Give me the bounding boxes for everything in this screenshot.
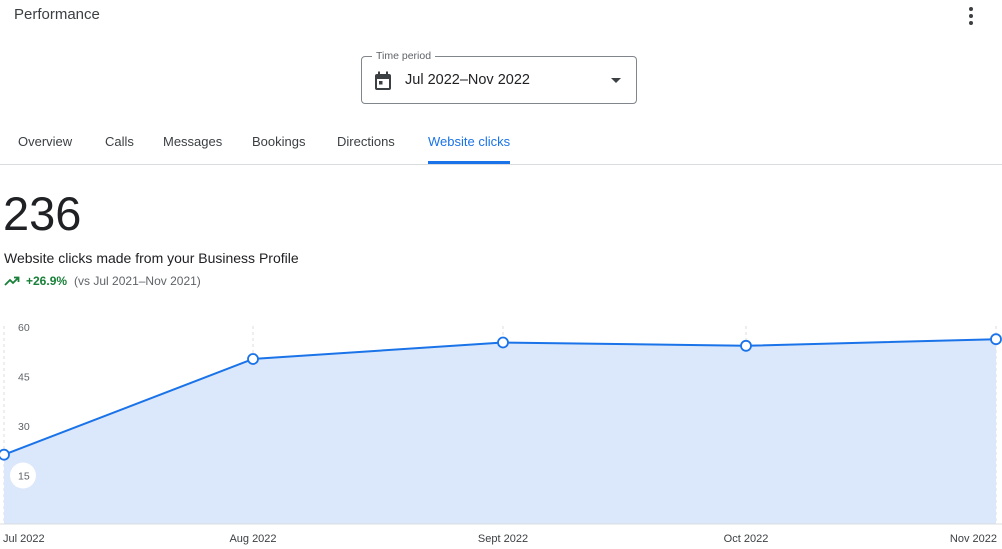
x-tick-label: Sept 2022 — [478, 533, 528, 545]
website-clicks-chart: 60 45 30 15 Jul 2022 Aug 2022 Sept 2022 Oct 202… — [0, 322, 1002, 545]
data-point — [990, 333, 1002, 346]
tab-overview[interactable]: Overview — [18, 134, 73, 149]
y-tick-label-bg — [10, 462, 36, 489]
x-tick-label: Jul 2022 — [3, 533, 45, 545]
data-point — [740, 339, 752, 352]
metric-change: +26.9% (vs Jul 2021–Nov 2021) — [4, 274, 201, 288]
more-vert-icon[interactable] — [958, 4, 984, 28]
tab-calls[interactable]: Calls — [105, 134, 134, 149]
metric-value: 236 — [3, 187, 82, 240]
tab-messages[interactable]: Messages — [163, 134, 223, 149]
data-point — [0, 448, 10, 461]
tab-website-clicks[interactable]: Website clicks — [428, 122, 511, 164]
data-point — [247, 353, 259, 365]
y-tick-label: 15 — [18, 471, 30, 483]
page-title: Performance — [14, 6, 100, 23]
y-tick-label: 30 — [18, 421, 30, 433]
metric-tabs: Overview Calls Messages Bookings Directi… — [0, 122, 1002, 165]
data-point — [497, 336, 509, 349]
x-tick-label: Aug 2022 — [229, 533, 276, 545]
tab-directions[interactable]: Directions — [337, 134, 395, 149]
dropdown-arrow-icon — [611, 78, 621, 83]
time-period-label: Time period — [372, 50, 436, 62]
time-period-value: Jul 2022–Nov 2022 — [405, 72, 530, 88]
x-tick-label: Oct 2022 — [724, 533, 769, 545]
calendar-icon — [375, 71, 391, 90]
tab-bookings[interactable]: Bookings — [252, 134, 306, 149]
comparison-period: (vs Jul 2021–Nov 2021) — [74, 274, 201, 288]
x-tick-label: Nov 2022 — [950, 533, 997, 545]
metric-description: Website clicks made from your Business P… — [4, 250, 299, 266]
time-period-select[interactable]: Time period Jul 2022–Nov 2022 — [361, 50, 637, 104]
series-area — [4, 339, 996, 524]
y-tick-label: 60 — [18, 322, 30, 334]
trending-up-icon — [4, 276, 20, 286]
change-percent: +26.9% — [26, 274, 68, 288]
y-tick-label: 45 — [18, 372, 30, 384]
